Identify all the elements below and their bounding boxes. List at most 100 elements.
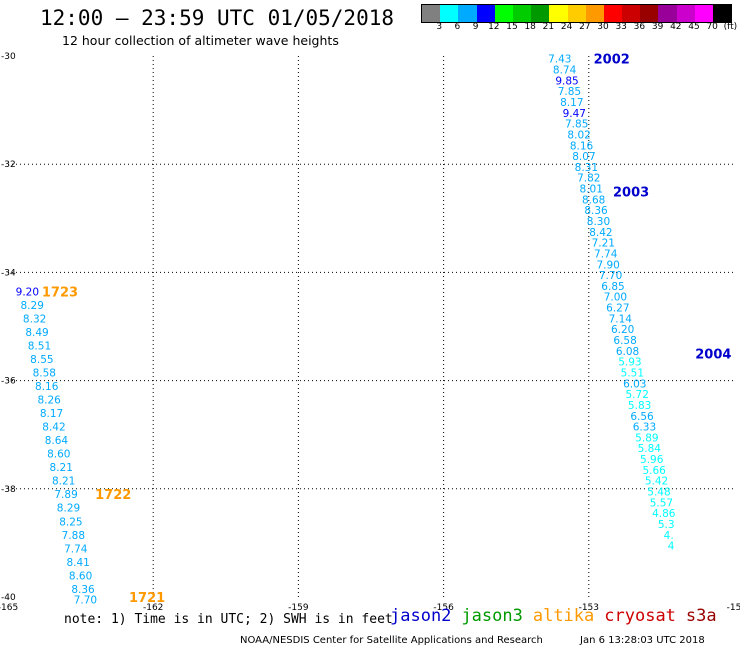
wave-height-label: 8.51 [28, 340, 51, 352]
wave-height-label: 5.83 [628, 400, 651, 412]
pass-number-label: 2003 [613, 185, 649, 200]
wave-height-label: 4. [664, 530, 674, 542]
wave-height-label: 8.30 [587, 216, 610, 228]
x-tick-label: -165 [0, 603, 18, 613]
x-tick-label: -162 [143, 603, 163, 613]
wave-height-label: 8.01 [580, 184, 603, 196]
wave-height-label: 8.31 [575, 162, 598, 174]
legend-s3a: s3a [685, 606, 717, 626]
legend-cryosat: cryosat [604, 606, 676, 626]
wave-height-label: 6.08 [616, 346, 639, 358]
wave-height-label: 8.26 [37, 395, 61, 407]
wave-height-label: 6.85 [601, 281, 624, 293]
wave-height-label: 7.82 [577, 173, 600, 185]
wave-height-label: 8.74 [553, 65, 577, 77]
wave-height-label: 8.36 [71, 584, 95, 596]
scale-swatch [494, 5, 513, 22]
wave-height-label: 8.42 [589, 227, 612, 239]
wave-height-label: 7.88 [62, 530, 85, 542]
color-scale-bar [421, 4, 733, 23]
wave-height-label: 8.02 [567, 129, 590, 141]
y-tick-label: -38 [1, 485, 16, 495]
pass-number-label: 2004 [695, 348, 731, 363]
scale-label: 27 [579, 22, 591, 32]
scale-swatch [585, 5, 604, 22]
wave-height-label: 8.60 [47, 449, 70, 461]
wave-height-label: 8.60 [69, 570, 92, 582]
pass-number-label: 2002 [594, 53, 630, 68]
scale-label: 9 [472, 22, 479, 32]
wave-height-label: 5.51 [621, 367, 644, 379]
wave-height-label: 7.70 [74, 595, 97, 607]
pass-number-label: 1722 [95, 488, 131, 503]
wave-height-label: 8.25 [59, 516, 82, 528]
wave-height-label: 5.42 [645, 476, 668, 488]
wave-height-label: 6.03 [623, 378, 646, 390]
scale-swatch [603, 5, 623, 22]
footer-note: note: 1) Time is in UTC; 2) SWH is in fe… [64, 612, 393, 627]
scale-swatch [531, 5, 550, 22]
wave-height-label: 8.16 [35, 381, 59, 393]
wave-height-label: 7.90 [596, 259, 619, 271]
wave-height-label: 8.29 [21, 300, 44, 312]
wave-height-label: 8.17 [40, 408, 63, 420]
legend-altika: altika [532, 606, 595, 626]
wave-height-label: 7.85 [565, 119, 588, 131]
footer-timestamp: Jan 6 13:28:03 UTC 2018 [580, 635, 705, 646]
wave-height-label: 5.3 [658, 519, 675, 531]
wave-height-label: 4.86 [652, 508, 676, 520]
wave-height-label: 5.48 [647, 487, 670, 499]
scale-swatch [713, 5, 732, 22]
y-tick-label: -34 [1, 268, 16, 278]
pass-number-label: 1721 [129, 591, 165, 606]
y-tick-label: -36 [1, 377, 16, 387]
wave-height-label: 8.42 [42, 422, 65, 434]
scale-label: 24 [560, 22, 573, 32]
wave-height-label: 8.07 [572, 151, 595, 163]
scale-label: 36 [633, 22, 646, 32]
y-tick-label: -32 [1, 160, 16, 170]
scale-swatch [676, 5, 695, 22]
scale-swatch [640, 5, 659, 22]
wave-height-label: 7.14 [609, 313, 633, 325]
scale-swatch [458, 5, 477, 22]
wave-height-label: 6.56 [630, 411, 654, 423]
wave-height-label: 8.58 [33, 367, 56, 379]
wave-height-label: 5.72 [626, 389, 649, 401]
wave-height-label: 5.84 [638, 443, 662, 455]
wave-height-label: 6.33 [633, 422, 656, 434]
chart-subtitle: 12 hour collection of altimeter wave hei… [62, 33, 339, 48]
y-tick-label: -40 [1, 593, 16, 603]
wave-height-label: 8.32 [23, 313, 46, 325]
wave-height-label: 6.27 [606, 303, 629, 315]
scale-swatch [622, 5, 641, 22]
scale-label: 18 [524, 22, 536, 32]
scale-label: 3 [436, 22, 443, 32]
grid-lines [8, 56, 734, 597]
wave-height-label: 7.74 [64, 543, 88, 555]
wave-height-label: 7.00 [604, 292, 627, 304]
scale-label: 21 [542, 22, 555, 32]
wave-height-label: 6.58 [613, 335, 636, 347]
axis-ticks: -165 -162 -159 -156 -153 -15 -30 -32 -34 -36 -38 -4… [0, 52, 740, 613]
wave-height-label: 5.66 [642, 465, 666, 477]
scale-label: 12 [488, 22, 500, 32]
wave-height-label: 8.49 [25, 327, 48, 339]
wave-height-label: 8.17 [560, 97, 583, 109]
wave-height-label: 9.85 [555, 75, 578, 87]
wave-height-label: 8.68 [582, 194, 605, 206]
scale-swatch [422, 5, 441, 22]
legend-jason2: jason2 [390, 606, 452, 626]
wave-height-label: 7.74 [594, 248, 618, 260]
scale-label: (ft) [723, 22, 738, 32]
footer-credit: NOAA/NESDIS Center for Satellite Applica… [240, 635, 543, 646]
scale-swatch [658, 5, 677, 22]
scale-swatch [440, 5, 459, 22]
wave-height-label: 7.21 [592, 238, 615, 250]
wave-height-label: 7.85 [558, 86, 581, 98]
wave-height-label: 8.21 [50, 462, 73, 474]
wave-height-label: 8.21 [52, 476, 75, 488]
color-scale-labels: 3 6 9 12 15 18 21 24 27 30 33 36 39 42 45 70 (ft) [421, 22, 737, 36]
scale-label: 70 [706, 22, 718, 32]
